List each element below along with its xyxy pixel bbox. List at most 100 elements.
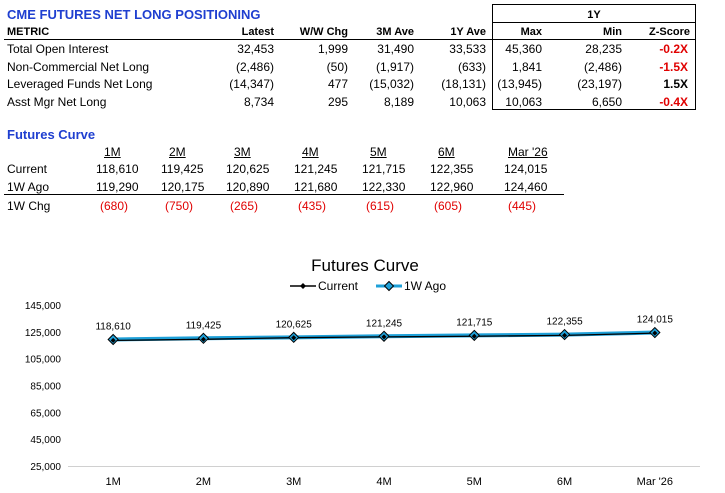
data-label: 121,715: [456, 317, 493, 328]
col-header-metric: METRIC: [7, 26, 50, 38]
x-axis: 1M 2M 3M 4M 5M 6M Mar '26: [68, 466, 700, 488]
y-tick-label: 125,000: [25, 328, 62, 339]
col-header-latest: Latest: [241, 26, 274, 38]
metric-label: Asst Mgr Net Long: [7, 94, 107, 109]
curve-cell: 121,680: [294, 179, 338, 194]
curve-cell: 124,460: [504, 179, 548, 194]
group-box-bottom: [492, 109, 696, 110]
curve-cell: (445): [508, 199, 537, 213]
col-header-min: Min: [603, 26, 622, 38]
curve-cell: 119,290: [96, 179, 139, 194]
curve-cell: 122,355: [430, 162, 474, 176]
metric-value-max: 10,063: [505, 94, 542, 109]
metric-value-m3: (1,917): [375, 59, 414, 74]
metric-label: Non-Commercial Net Long: [7, 59, 150, 74]
data-label: 121,245: [366, 318, 403, 329]
curve-tenor-header: 4M: [302, 145, 319, 159]
point-current: [471, 333, 477, 339]
y-tick-label: 145,000: [25, 301, 62, 312]
col-header-3m-ave: 3M Ave: [376, 26, 414, 38]
curve-row-label: Current: [7, 162, 48, 176]
y-axis: 145,000 125,000 105,000 85,000 65,000 45,000 2…: [25, 301, 62, 473]
metric-value-y1: (18,131): [441, 77, 486, 91]
x-tick-label: 4M: [376, 476, 391, 488]
data-labels: 118,610 119,425 120,625 121,245 121,715 122,3…: [95, 315, 673, 333]
metric-value-latest: (2,486): [235, 59, 274, 74]
x-tick-label: 1M: [106, 476, 121, 488]
metric-value-ww: (50): [326, 59, 348, 74]
legend-label: Current: [318, 279, 359, 293]
curve-tenor-header: 2M: [169, 145, 186, 159]
col-header-z-score: Z-Score: [649, 26, 690, 38]
metric-value-y1: 33,533: [449, 42, 486, 56]
curve-cell: (435): [298, 199, 327, 213]
curve-cell: 120,175: [161, 179, 205, 194]
x-tick-label: 5M: [467, 476, 482, 488]
y-tick-label: 65,000: [30, 408, 61, 419]
data-label: 120,625: [276, 319, 313, 330]
y-tick-label: 25,000: [30, 462, 61, 473]
curve-tenor-header: Mar '26: [508, 145, 548, 159]
metric-value-m3: 8,189: [383, 94, 414, 109]
metric-value-z: -0.2X: [659, 42, 688, 56]
col-header-1y-ave: 1Y Ave: [450, 26, 486, 38]
page-title: CME FUTURES NET LONG POSITIONING: [7, 7, 261, 22]
metric-value-ww: 477: [327, 77, 348, 91]
curve-cell: 121,245: [294, 162, 338, 176]
curve-cell: 122,960: [430, 179, 474, 194]
curve-tenor-header: 6M: [438, 145, 455, 159]
metric-value-m3: (15,032): [369, 77, 414, 91]
data-label: 118,610: [95, 321, 131, 332]
curve-table-rule: [4, 194, 564, 195]
x-tick-label: 6M: [557, 476, 572, 488]
metric-value-min: 28,235: [585, 42, 622, 56]
curve-cell: 122,330: [362, 179, 406, 194]
curve-cell: 121,715: [362, 162, 406, 176]
metric-value-m3: 31,490: [377, 42, 414, 56]
series-layer: [107, 326, 661, 346]
metric-value-ww: 295: [327, 94, 348, 109]
curve-tenor-header: 3M: [234, 145, 251, 159]
metric-value-z: 1.5X: [663, 77, 688, 91]
group-box-right: [695, 4, 696, 110]
y-tick-label: 105,000: [25, 355, 62, 366]
point-current: [562, 332, 568, 338]
metric-value-min: 6,650: [591, 94, 622, 109]
legend-swatch-marker: [383, 280, 395, 292]
point-current: [381, 334, 387, 340]
group-header-rule: [492, 22, 696, 23]
metric-value-latest: 8,734: [243, 94, 274, 109]
futures-curve-title: Futures Curve: [7, 127, 96, 142]
x-tick-label: 2M: [196, 476, 211, 488]
data-label: 122,355: [546, 317, 583, 328]
curve-tenor-header: 5M: [370, 145, 387, 159]
metric-value-y1: (633): [457, 59, 486, 74]
metric-value-max: 1,841: [511, 59, 542, 74]
futures-curve-chart: Futures Curve Current 1W Ago 145,000 125,0…: [25, 256, 700, 488]
x-tick-label: Mar '26: [637, 476, 673, 488]
metric-value-min: (2,486): [583, 59, 622, 74]
curve-cell: 119,425: [161, 162, 204, 176]
curve-cell: 118,610: [96, 162, 139, 176]
curve-cell: (605): [434, 199, 463, 213]
group-box-top: [492, 4, 696, 5]
x-tick-label: 3M: [286, 476, 301, 488]
chart-title: Futures Curve: [311, 256, 419, 275]
curve-row-label: 1W Chg: [7, 199, 51, 213]
point-current: [291, 335, 297, 341]
chart-legend: Current 1W Ago: [290, 279, 446, 293]
point-current: [652, 330, 658, 336]
curve-cell: (680): [100, 199, 129, 213]
point-current: [200, 336, 206, 342]
curve-cell: (750): [165, 199, 194, 213]
metric-value-z: -1.5X: [659, 59, 688, 74]
data-label: 124,015: [637, 315, 674, 326]
metric-value-ww: 1,999: [317, 42, 348, 56]
metric-value-latest: (14,347): [229, 77, 274, 91]
curve-row-label: 1W Ago: [7, 179, 50, 194]
point-current: [110, 337, 116, 343]
col-header-max: Max: [520, 26, 542, 38]
col-header-ww-chg: W/W Chg: [299, 26, 348, 38]
metric-value-max: 45,360: [505, 42, 542, 56]
curve-cell: (265): [230, 199, 259, 213]
